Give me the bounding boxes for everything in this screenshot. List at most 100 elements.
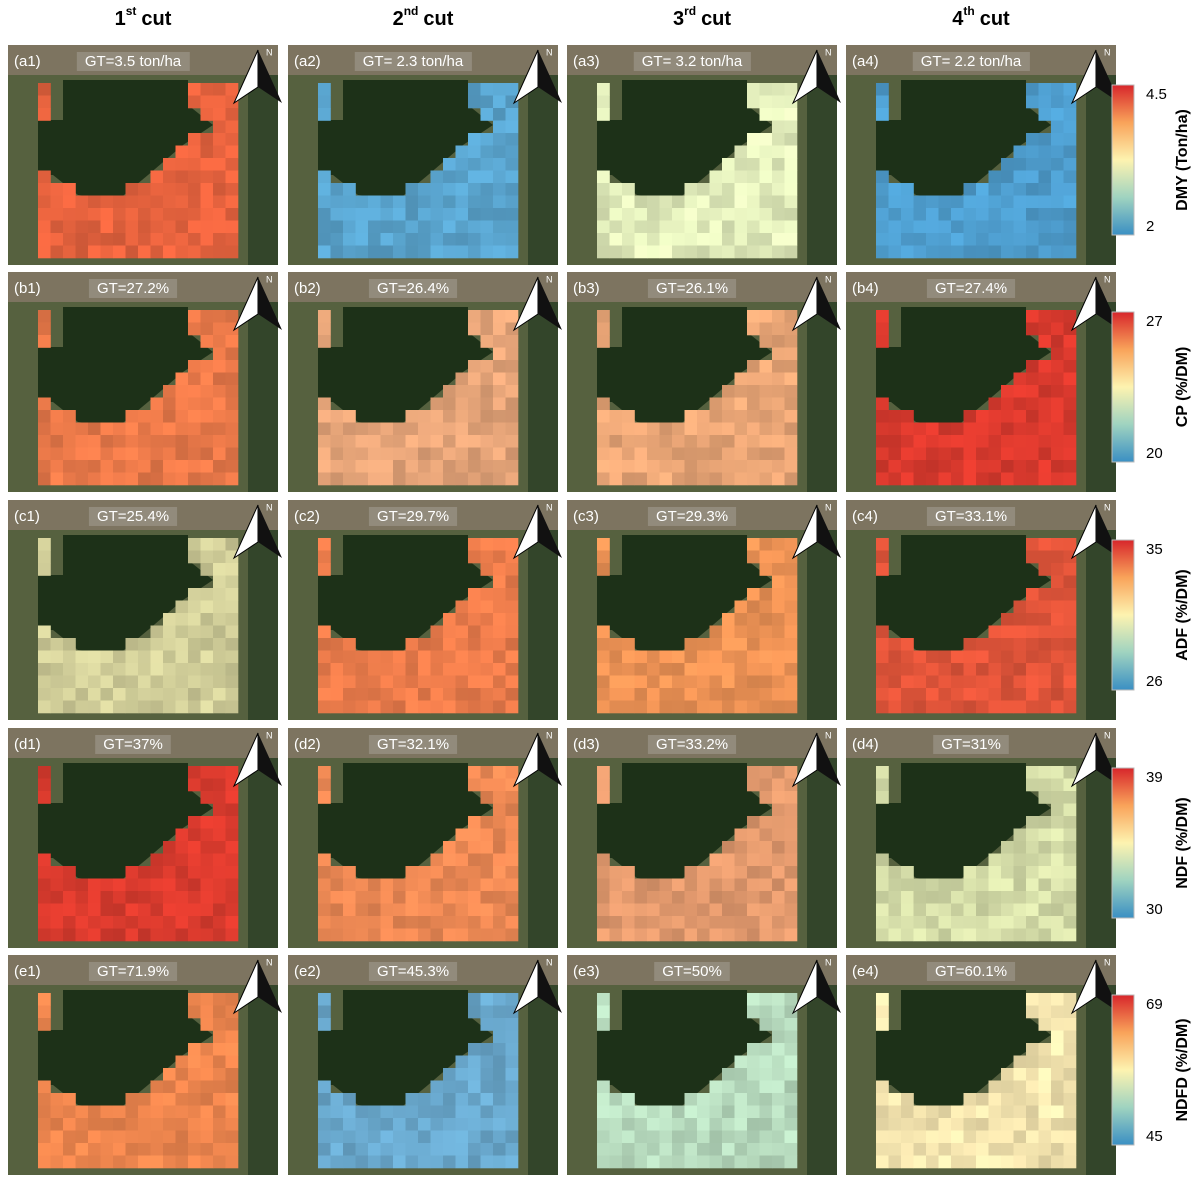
field-cell [747,1143,760,1156]
field-cell [318,563,331,576]
field-cell [1014,158,1027,171]
field-cell [660,916,673,929]
field-cell [785,804,798,817]
field-cell [976,929,989,942]
field-cell [126,410,139,423]
field-cell [785,904,798,917]
field-cell [318,323,331,336]
field-cell [964,208,977,221]
field-cell [672,246,685,259]
field-cell [685,1131,698,1144]
field-cell [318,638,331,651]
field-cell [1001,688,1014,701]
field-cell [1039,916,1052,929]
field-cell [772,1068,785,1081]
field-cell [468,1118,481,1131]
field-cell [456,701,469,714]
ground-truth: GT=27.2% [97,280,169,297]
field-cell [1014,601,1027,614]
field-cell [493,83,506,96]
field-cell [772,576,785,589]
field-cell [1039,879,1052,892]
field-cell [456,904,469,917]
field-cell [493,626,506,639]
field-cell [201,588,214,601]
field-cell [151,638,164,651]
field-cell [188,1093,201,1106]
field-cell [622,410,635,423]
field-cell [760,626,773,639]
field-cell [443,183,456,196]
field-cell [113,473,126,486]
field-cell [481,1006,494,1019]
field-cell [772,1106,785,1119]
field-cell [722,233,735,246]
field-cell [1014,1093,1027,1106]
field-cell [38,310,51,323]
field-cell [201,1131,214,1144]
field-cell [456,916,469,929]
field-cell [1064,158,1077,171]
field-cell [226,348,239,361]
field-cell [431,854,444,867]
field-cell [176,663,189,676]
field-cell [213,108,226,121]
field-cell [1051,158,1064,171]
field-cell [1064,538,1077,551]
field-cell [597,108,610,121]
field-cell [493,310,506,323]
field-cell [964,1156,977,1169]
field-cell [381,663,394,676]
field-cell [785,410,798,423]
field-cell [63,904,76,917]
field-cell [772,993,785,1006]
field-cell [647,891,660,904]
field-cell [468,398,481,411]
field-cell [431,448,444,461]
field-cell [431,1131,444,1144]
field-cell [481,538,494,551]
field-cell [38,335,51,348]
field-cell [468,146,481,159]
field-cell [610,1106,623,1119]
field-cell [201,816,214,829]
field-cell [368,1106,381,1119]
field-cell [772,196,785,209]
field-cell [188,1006,201,1019]
field-cell [188,310,201,323]
field-cell [456,829,469,842]
field-cell [876,701,889,714]
field-cell [876,1156,889,1169]
field-cell [597,663,610,676]
field-cell [468,460,481,473]
field-cell [1039,829,1052,842]
field-cell [785,638,798,651]
field-cell [343,460,356,473]
field-cell [1001,1118,1014,1131]
field-cell [647,1143,660,1156]
field-cell [468,1156,481,1169]
field-cell [63,473,76,486]
field-cell [126,246,139,259]
field-cell [406,473,419,486]
field-cell [493,171,506,184]
field-cell [710,701,723,714]
field-cell [226,688,239,701]
field-cell [976,1131,989,1144]
field-cell [468,1043,481,1056]
field-cell [493,841,506,854]
map-panel: (c1)GT=25.4%N [8,500,282,720]
field-cell [710,1093,723,1106]
field-cell [201,1081,214,1094]
field-cell [926,221,939,234]
field-cell [318,1106,331,1119]
field-cell [914,1156,927,1169]
field-cell [38,766,51,779]
field-cell [914,891,927,904]
field-cell [610,1143,623,1156]
field-cell [63,196,76,209]
field-cell [38,398,51,411]
field-cell [418,196,431,209]
field-cell [393,196,406,209]
field-cell [747,1081,760,1094]
